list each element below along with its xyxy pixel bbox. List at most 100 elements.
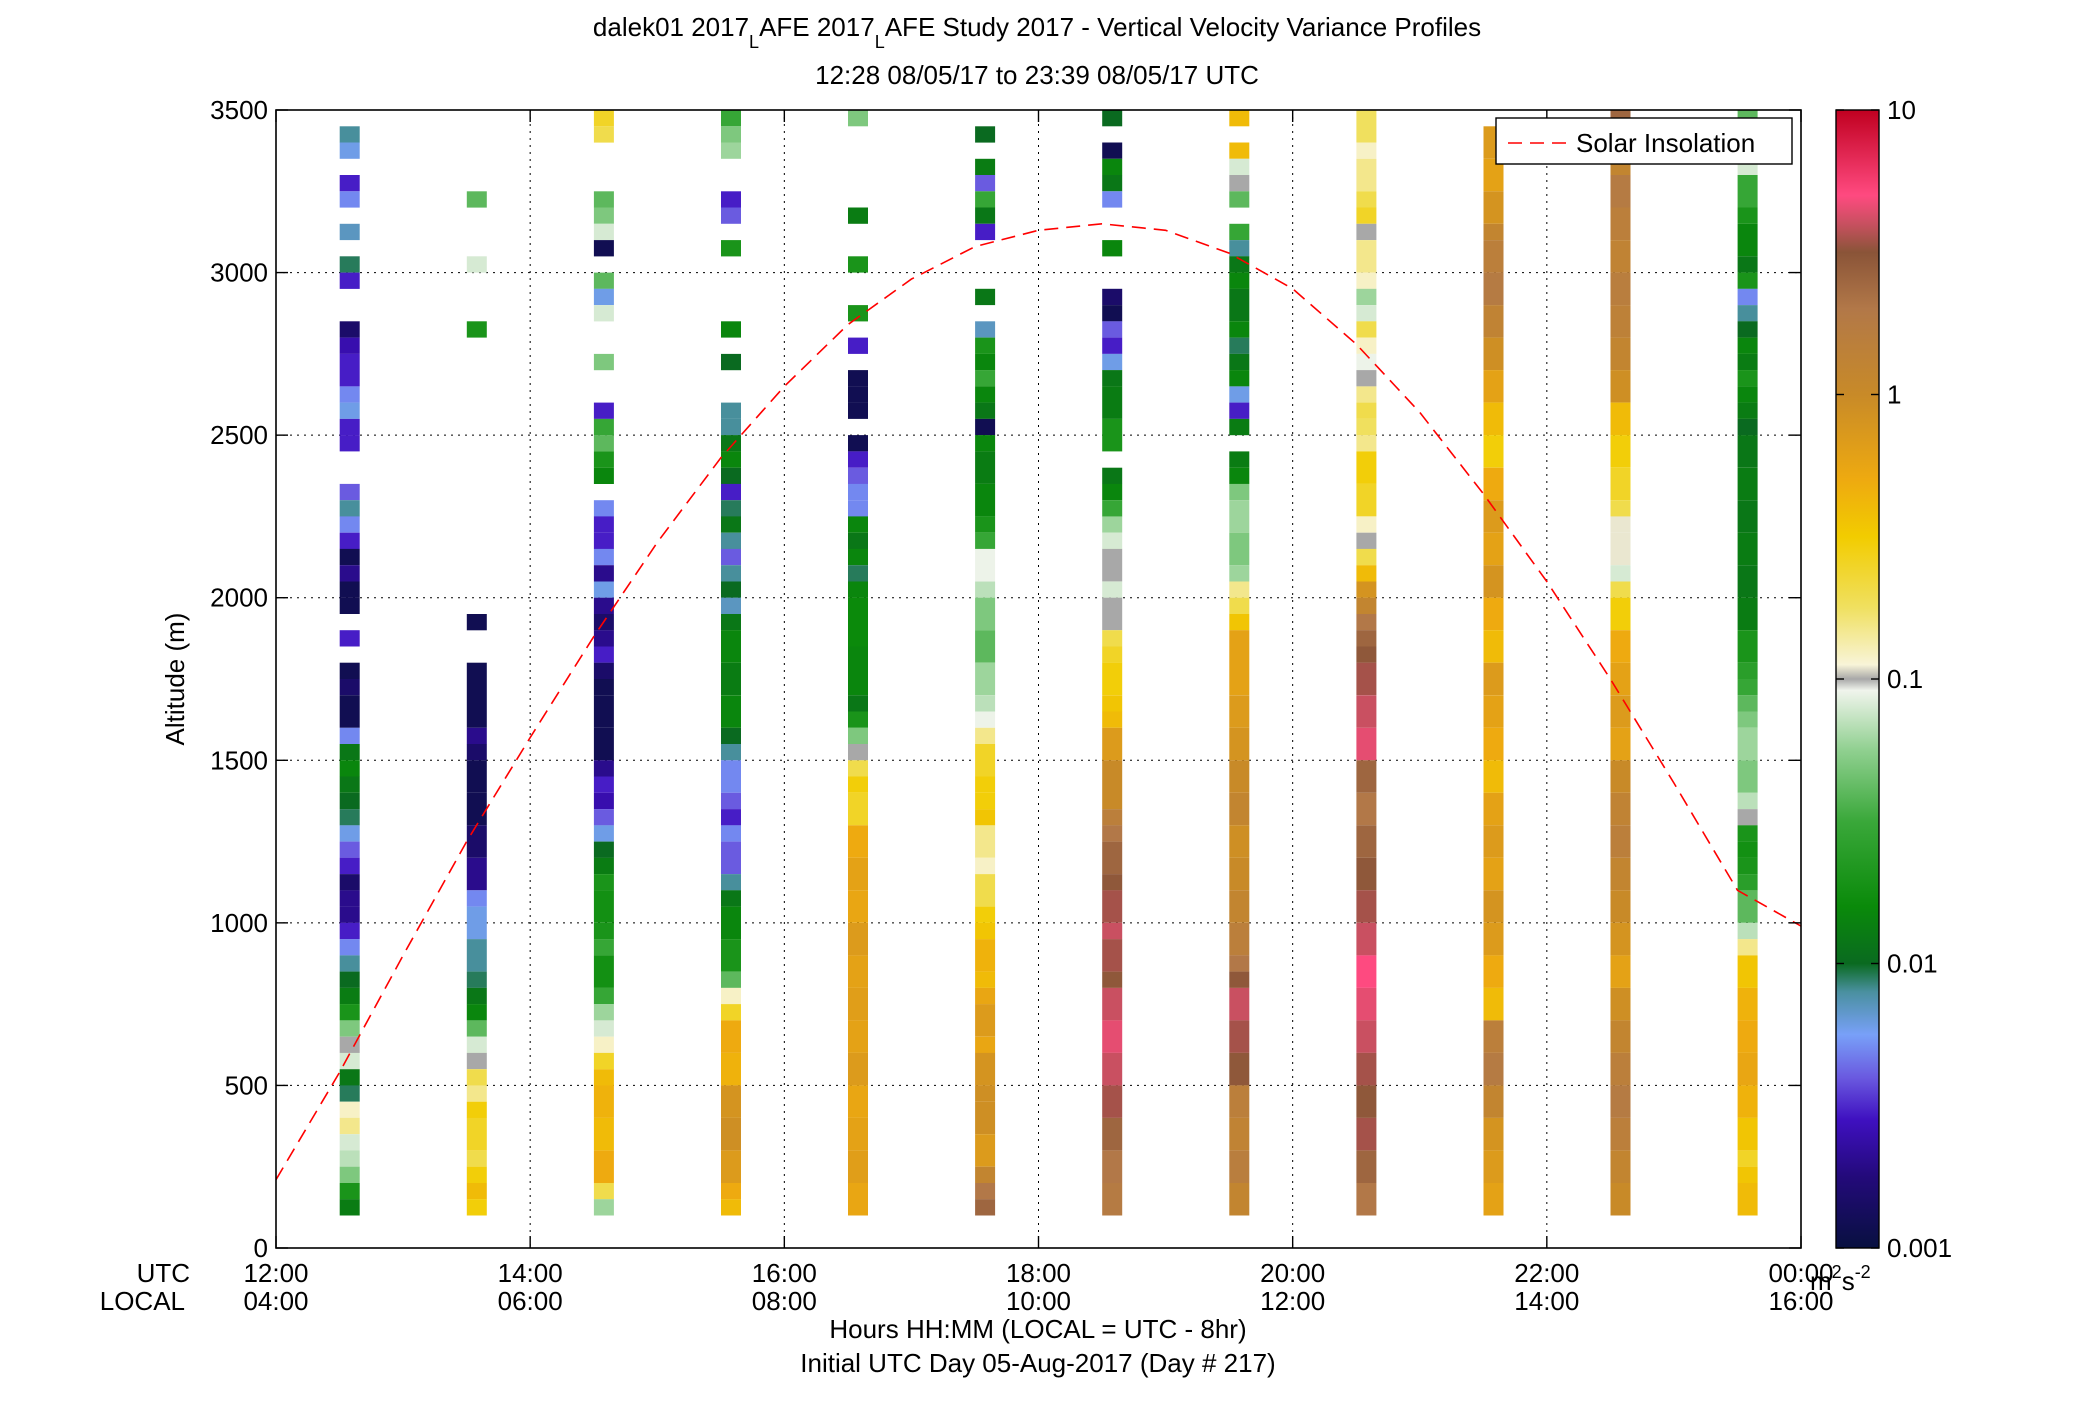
variance-cell xyxy=(1483,955,1504,988)
variance-cell xyxy=(848,256,868,273)
variance-cell xyxy=(339,1183,360,1200)
variance-cell xyxy=(1483,922,1504,956)
variance-cell xyxy=(721,435,741,452)
variance-cell xyxy=(339,939,360,956)
variance-cell xyxy=(339,256,360,273)
variance-cell xyxy=(1737,987,1758,1021)
variance-cell xyxy=(593,1199,614,1216)
variance-cell xyxy=(593,191,614,208)
variance-cell xyxy=(1356,792,1377,826)
profile-column xyxy=(1356,110,1377,1216)
variance-cell xyxy=(848,646,868,696)
variance-cell xyxy=(466,1036,487,1053)
variance-cell xyxy=(593,402,614,419)
variance-cell xyxy=(339,630,360,647)
variance-cell xyxy=(1483,532,1504,566)
variance-cell xyxy=(975,1183,996,1200)
variance-cell xyxy=(848,1183,868,1216)
variance-cell xyxy=(721,402,741,419)
variance-cell xyxy=(1737,1150,1758,1167)
variance-cell xyxy=(1102,1150,1123,1183)
variance-cell xyxy=(593,841,614,858)
variance-cell xyxy=(466,1117,487,1151)
variance-cell xyxy=(975,1085,996,1102)
variance-cell xyxy=(1356,695,1377,728)
variance-cell xyxy=(721,695,741,728)
variance-cell xyxy=(1356,191,1377,208)
variance-cell xyxy=(721,207,741,224)
variance-cell xyxy=(721,451,741,468)
variance-cell xyxy=(1737,370,1758,387)
variance-cell xyxy=(339,1085,360,1102)
x-tick-label-utc: 20:00 xyxy=(1260,1258,1325,1288)
variance-cell xyxy=(1102,809,1123,826)
variance-cell xyxy=(1356,922,1377,956)
variance-cell xyxy=(1229,402,1250,419)
variance-cell xyxy=(1102,532,1123,549)
variance-cell xyxy=(975,809,996,826)
variance-cell xyxy=(1483,402,1504,436)
variance-cell xyxy=(593,662,614,679)
variance-cell xyxy=(593,679,614,696)
variance-cell xyxy=(1610,1183,1631,1216)
variance-cell xyxy=(975,370,996,387)
variance-cell xyxy=(1229,532,1250,566)
variance-cell xyxy=(975,1199,996,1216)
variance-cell xyxy=(339,516,360,533)
variance-cell xyxy=(1610,1085,1631,1118)
variance-cell xyxy=(848,500,868,517)
variance-cell xyxy=(721,1020,741,1053)
variance-cell xyxy=(1102,597,1123,631)
variance-cell xyxy=(593,467,614,484)
axis-ticks: 050010001500200025003000350012:0004:0014… xyxy=(210,95,1833,1316)
variance-cell xyxy=(339,727,360,745)
variance-cell xyxy=(1737,175,1758,208)
variance-cell xyxy=(721,760,741,793)
local-row-label: LOCAL xyxy=(100,1286,185,1316)
variance-cell xyxy=(1610,662,1631,696)
variance-cell xyxy=(721,727,741,745)
variance-cell xyxy=(1356,435,1377,452)
x-axis-label-2: Initial UTC Day 05-Aug-2017 (Day # 217) xyxy=(800,1348,1275,1378)
x-tick-label-local: 14:00 xyxy=(1514,1286,1579,1316)
variance-cell xyxy=(1483,1117,1504,1151)
variance-cell xyxy=(339,191,360,208)
variance-cell xyxy=(1102,353,1123,371)
colorbar-tick-label: 0.1 xyxy=(1887,664,1923,694)
variance-cell xyxy=(721,630,741,663)
variance-cell xyxy=(1356,240,1377,273)
variance-cell xyxy=(975,727,996,745)
variance-cell xyxy=(593,857,614,875)
variance-cell xyxy=(593,922,614,940)
variance-cell xyxy=(1737,565,1758,598)
variance-cell xyxy=(1737,662,1758,679)
variance-cell xyxy=(593,1069,614,1086)
variance-cell xyxy=(593,792,614,810)
variance-cell xyxy=(721,516,741,533)
variance-cell xyxy=(1483,597,1504,631)
variance-cell xyxy=(721,825,741,842)
variance-cell xyxy=(593,240,614,257)
variance-cell xyxy=(975,987,996,1005)
variance-cell xyxy=(1610,337,1631,371)
variance-cell xyxy=(1102,874,1123,891)
variance-cell xyxy=(721,987,741,1005)
variance-cell xyxy=(466,1199,487,1216)
variance-cell xyxy=(339,418,360,436)
variance-cell xyxy=(1483,565,1504,598)
variance-cell xyxy=(721,581,741,598)
variance-cell xyxy=(721,467,741,484)
variance-cell xyxy=(975,744,996,777)
variance-cell xyxy=(1102,581,1123,598)
variance-cell xyxy=(1229,223,1250,241)
variance-cell xyxy=(1102,987,1123,1021)
variance-cell xyxy=(975,1101,996,1135)
variance-cell xyxy=(339,435,360,452)
variance-cell xyxy=(593,955,614,988)
variance-cell xyxy=(1356,890,1377,923)
variance-cell xyxy=(1737,256,1758,273)
variance-cell xyxy=(466,662,487,679)
variance-cell xyxy=(1610,175,1631,208)
variance-cell xyxy=(593,581,614,598)
variance-cell xyxy=(466,890,487,907)
